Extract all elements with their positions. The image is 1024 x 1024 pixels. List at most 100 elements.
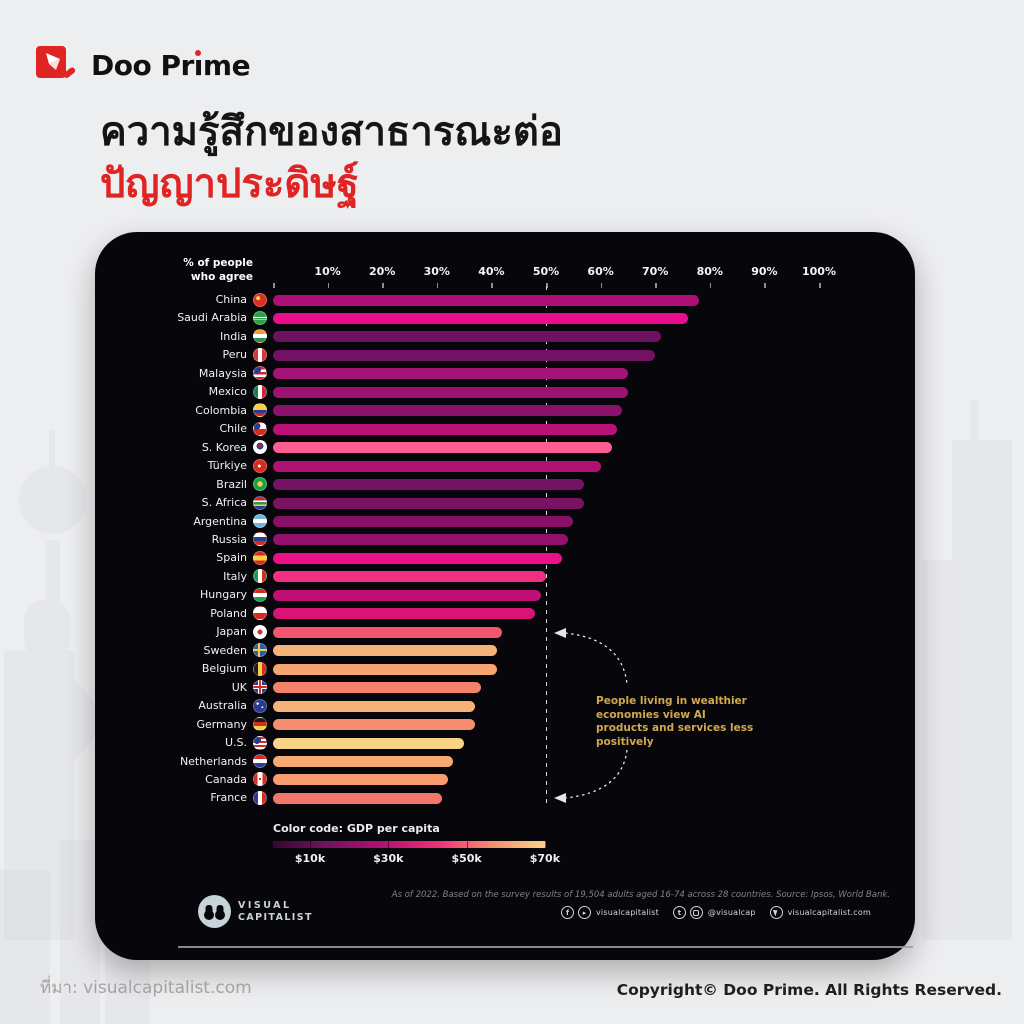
country-label: UK <box>231 680 247 694</box>
country-label: Brazil <box>216 477 247 491</box>
value-bar <box>273 460 601 472</box>
value-bar <box>273 571 546 583</box>
value-bar <box>273 700 475 712</box>
country-label: U.S. <box>224 736 247 750</box>
country-flag-icon <box>253 717 267 732</box>
country-label: Hungary <box>200 588 247 602</box>
x-axis-tick-label: 30% <box>423 265 450 278</box>
cursor-icon <box>769 906 783 919</box>
country-label: India <box>220 329 247 343</box>
x-axis-tick-label: 40% <box>478 265 505 278</box>
country-label: S. Korea <box>201 440 247 454</box>
social-handle: visualcapitalist.com <box>787 908 871 917</box>
x-axis-tick-label: 20% <box>369 265 396 278</box>
x-axis-tick-mark <box>327 283 330 288</box>
social-handle: @visualcap <box>707 908 756 917</box>
visual-capitalist-name: VISUAL CAPITALIST <box>238 900 313 923</box>
value-bar <box>273 405 623 417</box>
brand-logo: Doo Prıme <box>36 44 251 86</box>
source-note: As of 2022. Based on the survey results … <box>391 890 890 900</box>
country-flag-icon <box>253 532 267 547</box>
binoculars-icon <box>198 895 231 928</box>
annotation-text: People living in wealthier economies vie… <box>596 695 754 748</box>
x-axis-tick-label: 100% <box>802 265 836 278</box>
watermark-buildings-bottom-left <box>0 840 150 1024</box>
country-flag-icon <box>253 550 267 565</box>
country-flag-icon <box>253 384 267 399</box>
x-axis-tick-label: 50% <box>532 265 560 278</box>
legend-label: $50k <box>451 852 482 865</box>
country-flag-icon <box>253 624 267 639</box>
watermark-buildings-right <box>922 400 1012 940</box>
country-label: Saudi Arabia <box>177 311 247 325</box>
footer-divider <box>178 946 913 948</box>
country-flag-icon <box>253 735 267 750</box>
country-flag-icon <box>253 347 267 362</box>
doo-prime-icon <box>36 46 76 78</box>
country-flag-icon <box>253 310 267 325</box>
country-label: S. Africa <box>201 496 247 510</box>
country-label: Chile <box>219 422 247 436</box>
instagram-icon <box>689 906 703 919</box>
legend-tick <box>466 840 468 849</box>
country-label: Russia <box>211 532 247 546</box>
footer-copyright: Copyright© Doo Prime. All Rights Reserve… <box>616 981 1002 999</box>
country-flag-icon <box>253 514 267 529</box>
social-handle: visualcapitalist <box>596 908 659 917</box>
country-label: Spain <box>216 551 247 565</box>
country-flag-icon <box>253 458 267 473</box>
value-bar <box>273 737 465 749</box>
value-bar <box>273 294 699 306</box>
x-axis-tick-label: 10% <box>314 265 341 278</box>
country-label: Malaysia <box>198 366 247 380</box>
country-label: Canada <box>205 772 247 786</box>
country-flag-icon <box>253 440 267 455</box>
value-bar <box>273 386 628 398</box>
value-bar <box>273 756 454 767</box>
country-flag-icon <box>253 680 267 695</box>
x-axis-tick-mark <box>436 283 439 288</box>
country-flag-icon <box>253 754 267 768</box>
country-flag-icon <box>253 790 267 805</box>
title-line-2: ปัญญาประดิษฐ์ <box>100 161 359 207</box>
legend-label: $10k <box>294 852 326 865</box>
country-flag-icon <box>253 403 267 418</box>
value-bar <box>273 516 574 528</box>
country-flag-icon <box>253 421 267 436</box>
legend-label: $70k <box>529 852 561 865</box>
value-bar <box>273 368 628 380</box>
legend-label: $30k <box>373 852 404 865</box>
legend-title: Color code: GDP per capita <box>273 822 440 835</box>
legend-tick <box>544 840 546 849</box>
legend-tick <box>310 840 311 849</box>
country-label: Belgium <box>201 662 247 676</box>
country-flag-icon <box>253 606 267 621</box>
value-bar <box>273 423 617 435</box>
country-flag-icon <box>253 477 267 492</box>
country-label: China <box>215 293 247 306</box>
legend-tick <box>388 840 390 849</box>
value-bar <box>273 792 443 804</box>
value-bar <box>273 608 536 620</box>
title-line-1: ความรู้สึกของสาธารณะต่อ <box>100 109 563 155</box>
country-label: Netherlands <box>179 754 247 768</box>
country-flag-icon <box>253 569 267 584</box>
value-bar <box>273 479 585 491</box>
country-label: Colombia <box>195 403 247 417</box>
x-axis-tick-label: 80% <box>696 265 723 278</box>
page-title: ความรู้สึกของสาธารณะต่อ ปัญญาประดิษฐ์ <box>100 106 563 210</box>
value-bar <box>273 589 541 601</box>
country-flag-icon <box>253 292 267 307</box>
country-flag-icon <box>253 366 267 381</box>
country-flag-icon <box>253 772 267 787</box>
value-bar <box>273 442 612 454</box>
value-bar <box>273 497 585 509</box>
value-bar <box>273 645 497 657</box>
facebook-icon: f <box>561 906 574 919</box>
x-axis-tick-mark <box>819 283 821 288</box>
x-axis-tick-label: 90% <box>751 265 778 278</box>
x-axis-tick-mark <box>546 283 548 288</box>
visual-capitalist-logo: VISUAL CAPITALIST <box>198 895 313 928</box>
value-bar <box>273 534 568 546</box>
